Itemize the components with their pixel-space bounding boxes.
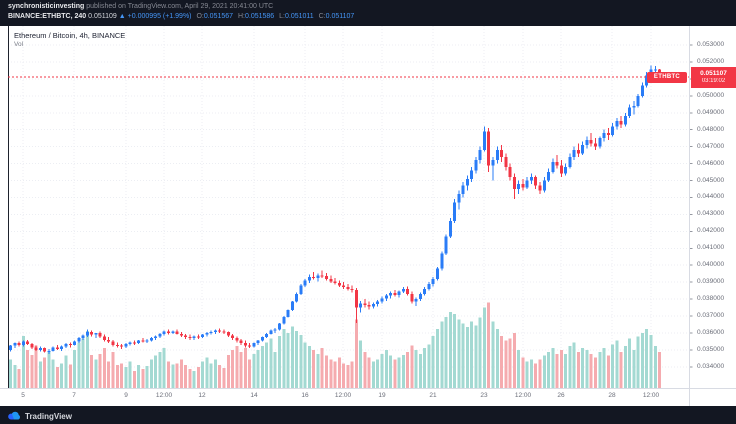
close-label: C: bbox=[318, 13, 326, 20]
price-axis-label: 0.044000 bbox=[697, 193, 725, 201]
time-axis-label: 12:00 bbox=[155, 392, 173, 399]
price-axis-label: 0.052000 bbox=[697, 57, 725, 65]
symbol-interval: BINANCE:ETHBTC, 240 bbox=[8, 13, 87, 20]
price-axis-label: 0.038000 bbox=[697, 295, 725, 303]
publish-header: synchronisticinvesting published on Trad… bbox=[0, 0, 736, 26]
change-arrow-icon: ▲ bbox=[118, 13, 126, 20]
low-value: 0.051011 bbox=[285, 13, 314, 20]
price-axis-label: 0.042000 bbox=[697, 227, 725, 235]
price-axis-label: 0.046000 bbox=[697, 159, 725, 167]
time-axis-label: 21 bbox=[429, 392, 437, 399]
price-axis[interactable]: 0.0530000.0520000.0510000.0500000.049000… bbox=[690, 0, 736, 424]
time-axis-label: 7 bbox=[72, 392, 76, 399]
footer-bar bbox=[0, 406, 736, 424]
time-axis-label: 5 bbox=[21, 392, 25, 399]
time-axis-label: 9 bbox=[124, 392, 128, 399]
price-axis-label: 0.034000 bbox=[697, 362, 725, 370]
time-axis-label: 28 bbox=[608, 392, 616, 399]
volume-indicator-label: Vol bbox=[14, 41, 24, 48]
price-axis-label: 0.048000 bbox=[697, 125, 725, 133]
price-axis-label: 0.039000 bbox=[697, 278, 725, 286]
time-axis-label: 12:00 bbox=[334, 392, 352, 399]
price-change: +0.000995 (+1.99%) bbox=[127, 13, 192, 20]
time-axis-label: 19 bbox=[378, 392, 386, 399]
price-axis-label: 0.037000 bbox=[697, 312, 725, 320]
time-axis-label: 26 bbox=[557, 392, 565, 399]
tradingview-brand-text: TradingView bbox=[25, 411, 72, 421]
time-axis-label: 12:00 bbox=[514, 392, 532, 399]
badge-price: 0.051107 bbox=[700, 69, 727, 77]
high-label: H: bbox=[238, 13, 245, 20]
last-price-badge: 0.051107 03:19:02 bbox=[691, 66, 736, 88]
price-axis-label: 0.035000 bbox=[697, 345, 725, 353]
price-axis-label: 0.049000 bbox=[697, 108, 725, 116]
open-value: 0.051567 bbox=[203, 13, 234, 20]
tradingview-attribution-link[interactable]: TradingView bbox=[7, 411, 72, 421]
high-value: 0.051586 bbox=[245, 13, 275, 20]
badge-countdown: 03:19:02 bbox=[701, 77, 726, 84]
price-axis-label: 0.053000 bbox=[697, 41, 725, 48]
close-value: 0.051107 bbox=[325, 13, 355, 20]
publisher-username: synchronisticinvesting bbox=[8, 3, 85, 10]
price-axis-label: 0.045000 bbox=[697, 176, 725, 184]
time-axis-label: 14 bbox=[250, 392, 258, 399]
time-axis-label: 23 bbox=[480, 392, 488, 399]
publish-info-text: published on TradingView.com, April 29, … bbox=[84, 3, 274, 10]
tradingview-cloud-logo-icon bbox=[7, 411, 21, 421]
publish-info-line: synchronisticinvesting published on Trad… bbox=[8, 3, 273, 11]
time-axis-label: 12 bbox=[198, 392, 206, 399]
price-line-label: ETHBTC bbox=[647, 71, 687, 83]
price-axis-label: 0.041000 bbox=[697, 244, 725, 252]
price-axis-label: 0.040000 bbox=[697, 261, 725, 269]
symbol-title: Ethereum / Bitcoin, 4h, BINANCE bbox=[14, 31, 126, 40]
price-axis-label: 0.050000 bbox=[697, 91, 725, 99]
time-axis-label: 16 bbox=[301, 392, 309, 399]
price-axis-label: 0.036000 bbox=[697, 328, 725, 336]
time-axis-label: 12:00 bbox=[642, 392, 660, 399]
price-axis-label: 0.047000 bbox=[697, 142, 725, 150]
last-price-value: 0.051109 bbox=[88, 13, 117, 20]
symbol-info-line: BINANCE:ETHBTC, 240 0.051109 ▲ +0.000995… bbox=[8, 13, 354, 21]
price-axis-label: 0.043000 bbox=[697, 210, 725, 218]
open-label: O: bbox=[196, 13, 204, 20]
low-label: L: bbox=[279, 13, 285, 20]
